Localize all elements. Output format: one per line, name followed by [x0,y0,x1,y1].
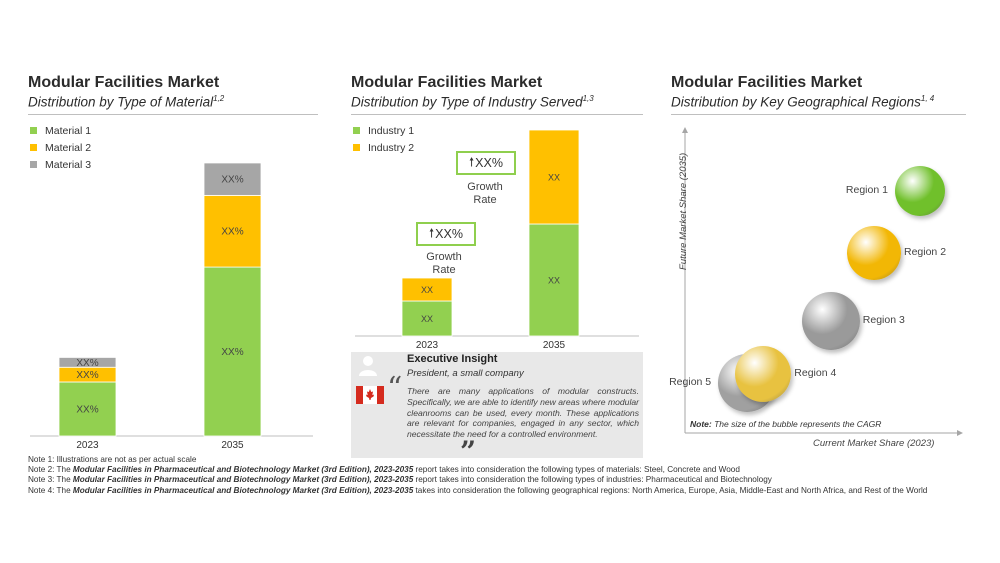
quote-close-icon: ” [460,435,477,468]
material-bar-2035-material-2 [203,194,262,268]
person-icon [359,356,377,376]
industry-category-label: 2023 [416,340,439,351]
insight-quote: There are many applications of modular c… [407,386,639,440]
panel3-rule [671,114,966,115]
panel1-rule [28,114,318,115]
material-data-label: XX% [76,404,98,415]
material-bar-2035-material-3 [203,162,262,196]
y-axis-label: Future Market Share (2035) [678,152,689,270]
bubble-label: Region 2 [904,246,947,259]
industry-bar-2035-industry-2 [528,129,580,225]
insight-heading: Executive Insight [407,353,498,365]
industry-bar-2035-industry-1 [528,223,580,337]
legend-label: Material 2 [45,141,92,154]
legend-label: Material 3 [45,158,92,171]
arrow-up-icon: 🠕 [429,225,435,240]
legend-swatch [30,161,37,168]
material-bar-2023-material-3 [58,357,117,368]
industry-bar-2023-industry-2 [401,277,453,302]
material-legend: Material 1 Material 2 Material 3 [30,122,91,173]
footnote: Note 3: The Modular Facilities in Pharma… [28,475,772,485]
industry-legend: Industry 1 Industry 2 [353,122,414,156]
industry-data-label: XX [548,276,560,286]
legend-label: Industry 1 [368,124,415,137]
legend-swatch [353,144,360,151]
legend-swatch [30,127,37,134]
bubble-label: Region 3 [862,313,905,326]
bubble-note: Note: The size of the bubble represents … [690,419,882,429]
arrow-up-icon: 🠕 [469,154,475,169]
material-bar-2023-material-1 [58,381,117,437]
bubble-label: Region 5 [669,375,712,388]
quote-open-icon: “ [387,371,403,406]
growth-rate-box-2023: 🠕 XX% [416,222,476,246]
material-legend-item: Material 1 [30,122,91,139]
bubble-label: Region 1 [845,184,888,197]
material-bar-2035-material-1 [203,266,262,437]
panel1-subtitle: Distribution by Type of Material1,2 [28,94,225,110]
material-data-label: XX% [221,227,243,238]
material-data-label: XX% [76,358,98,369]
material-legend-item: Material 3 [30,156,91,173]
bubble-region-2 [847,226,901,281]
material-data-label: XX% [221,175,243,186]
legend-label: Industry 2 [368,141,415,154]
panel3-subtitle: Distribution by Key Geographical Regions… [671,94,935,110]
insight-role: President, a small company [407,368,524,379]
panel1-title: Modular Facilities Market [28,74,220,91]
panel2-subtitle: Distribution by Type of Industry Served1… [351,94,594,110]
industry-data-label: XX [421,285,433,295]
material-category-label: 2035 [221,440,244,450]
material-legend-item: Material 2 [30,139,91,156]
industry-data-label: XX [548,173,560,183]
bubble-label: Region 4 [794,367,837,379]
material-data-label: XX% [221,347,243,358]
footnote: Note 2: The Modular Facilities in Pharma… [28,465,740,475]
bubble-region-1 [894,166,945,217]
footnote: Note 1: Illustrations are not as per act… [28,455,197,464]
panel2-rule [351,114,643,115]
industry-legend-item: Industry 2 [353,139,414,156]
growth-rate-box-2035: 🠕 XX% [456,151,516,175]
growth-rate-label-2023: Growth Rate [426,251,462,276]
industry-legend-item: Industry 1 [353,122,414,139]
industry-data-label: XX [421,314,433,324]
material-data-label: XX% [76,370,98,381]
panel2-title: Modular Facilities Market [351,74,543,91]
industry-bar-chart: XX XX 2023 XX XX 2035 [355,129,639,351]
legend-swatch [353,127,360,134]
footnote: Note 4: The Modular Facilities in Pharma… [28,485,928,495]
bubble-region-3 [801,291,860,350]
x-axis-label: Current Market Share (2023) [813,438,935,449]
legend-swatch [30,144,37,151]
bubble-region-4 [735,346,792,402]
industry-category-label: 2035 [543,340,566,351]
material-category-label: 2023 [76,440,99,450]
executive-insight: “ Executive Insight President, a small c… [351,352,643,466]
canada-flag-icon [356,386,384,404]
growth-rate-label-2035: Growth Rate [467,181,503,206]
legend-label: Material 1 [45,124,92,137]
bubble-chart-axes [682,127,963,436]
footnotes: Note 1: Illustrations are not as per act… [28,455,928,496]
panel3-title: Modular Facilities Market [671,74,863,91]
